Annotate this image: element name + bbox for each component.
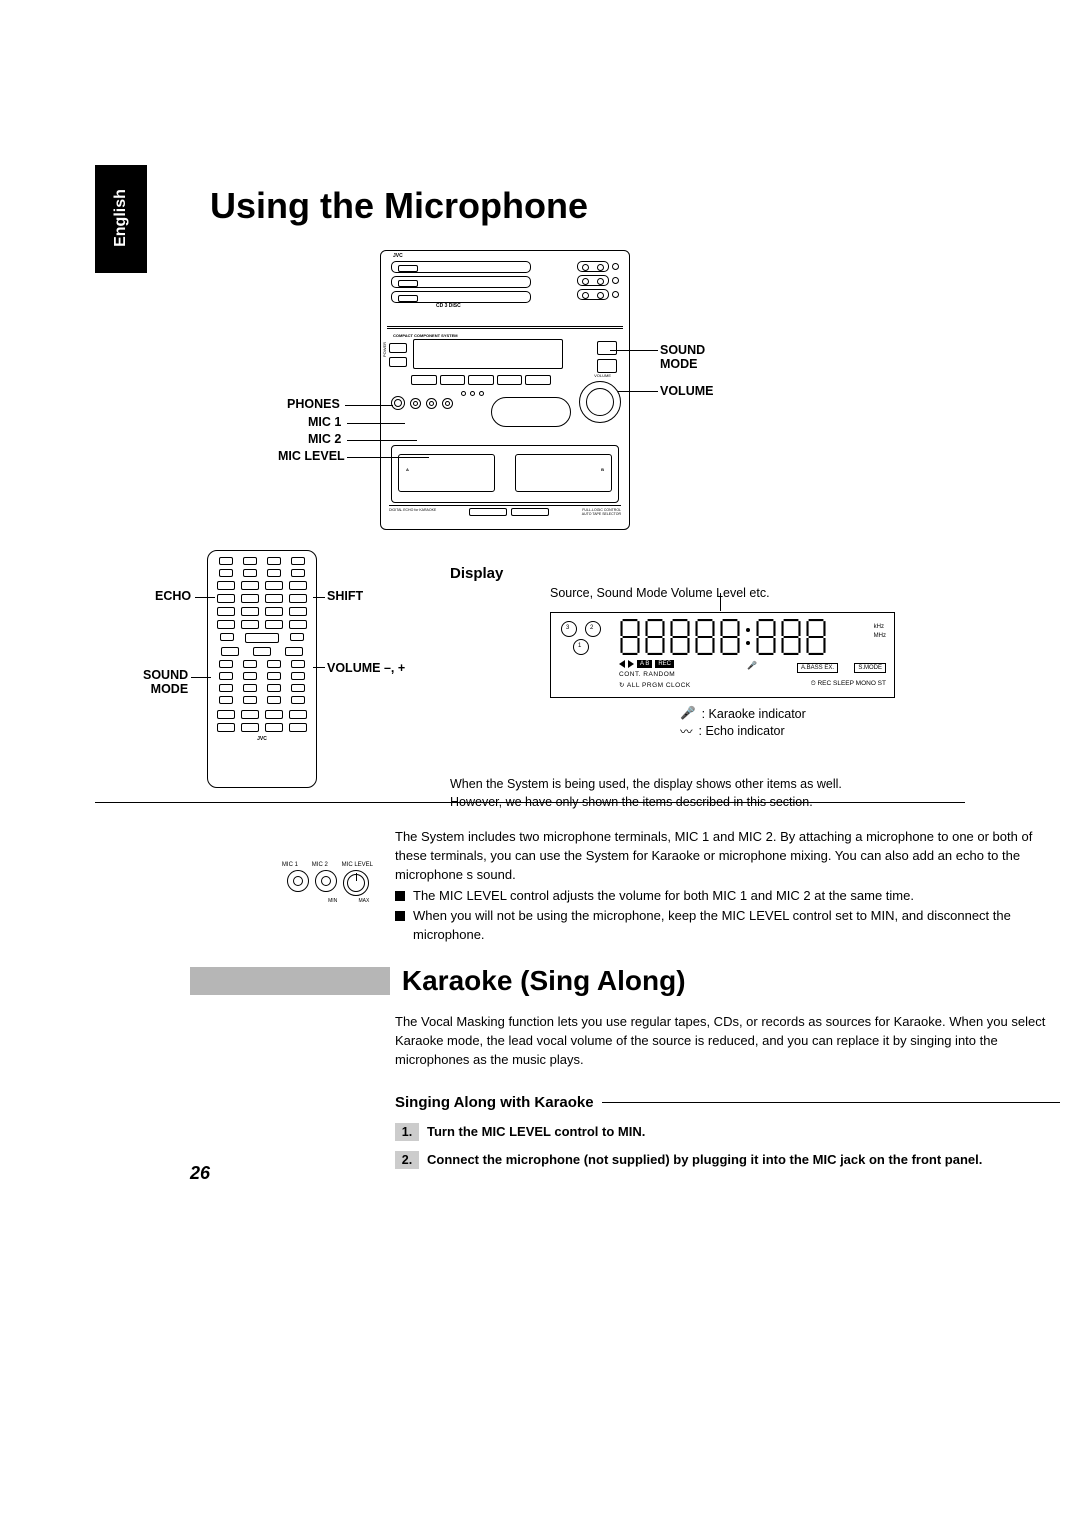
step-1-text: Turn the MIC LEVEL control to MIN. — [427, 1123, 645, 1141]
step-1-number: 1. — [395, 1123, 419, 1141]
rec-sleep-label: REC SLEEP MONO ST — [817, 680, 886, 687]
page-number: 26 — [190, 1163, 210, 1184]
karaoke-indicator-label: : Karaoke indicator — [702, 707, 806, 721]
display-section: Display Source, Sound Mode Volume Level … — [450, 565, 985, 811]
vol-text: VOLUME — [594, 373, 611, 378]
max-label: MAX — [358, 898, 369, 904]
display-heading: Display — [450, 565, 985, 582]
cd-label: CD 3 DISC — [436, 303, 461, 309]
language-tab: English — [95, 165, 147, 273]
miclevel-label: MIC LEVEL — [342, 862, 373, 868]
smode-label: S.MODE — [854, 663, 886, 673]
callout-volume: VOLUME — [660, 384, 713, 398]
intro-paragraph: The System includes two microphone termi… — [395, 828, 1060, 885]
karaoke-icon: 🎤 — [747, 661, 757, 670]
mic2-label: MIC 2 — [312, 862, 328, 868]
min-label: MIN — [328, 898, 337, 904]
echo-icon: 〰 — [680, 721, 693, 740]
callout-sound-mode: SOUND MODE — [660, 343, 720, 371]
callout-remote-volume: VOLUME –, + — [327, 661, 405, 675]
remote-brand: JVC — [214, 736, 310, 742]
display-panel: 3 2 1 kHz MHz A B REC 🎤 — [550, 612, 895, 698]
echo-indicator-label: : Echo indicator — [699, 724, 785, 738]
mic-icon: 🎤 — [680, 706, 696, 721]
section-bar — [190, 967, 390, 995]
callout-remote-sound-mode: SOUND MODE — [143, 668, 188, 696]
power-label: POWER — [382, 342, 387, 357]
remote-diagram: JVC — [207, 550, 317, 788]
digital-echo-label: DIGITAL ECHO for KARAOKE — [389, 508, 436, 523]
compact-label: COMPACT COMPONENT SYSTEM — [393, 333, 458, 338]
step-2-text: Connect the microphone (not supplied) by… — [427, 1151, 982, 1169]
step-2-number: 2. — [395, 1151, 419, 1169]
prgm-clock-label: ALL PRGM CLOCK — [627, 682, 691, 689]
hz-labels: kHz MHz — [874, 623, 886, 641]
brand-label: JVC — [393, 253, 403, 259]
deck-b-label: B — [601, 467, 604, 472]
callout-phones: PHONES — [287, 397, 340, 411]
cont-random-label: CONT. RANDOM — [619, 671, 675, 678]
callout-mic2: MIC 2 — [308, 432, 341, 446]
karaoke-heading: Karaoke (Sing Along) — [402, 965, 686, 997]
ab-indicator: A B — [637, 660, 652, 668]
mic-jacks-figure: MIC 1 MIC 2 MIC LEVEL MIN MAX — [275, 862, 380, 904]
subsection-heading: Singing Along with Karaoke — [395, 1092, 594, 1114]
callout-mic-level: MIC LEVEL — [278, 449, 345, 463]
mic1-label: MIC 1 — [282, 862, 298, 868]
display-note-1: When the System is being used, the displ… — [450, 776, 985, 794]
callout-mic1: MIC 1 — [308, 415, 341, 429]
rec-indicator: REC — [655, 660, 674, 668]
stereo-diagram: CD 3 DISC JVC COMPACT COMPONENT SYSTEM P… — [360, 250, 720, 530]
callout-echo: ECHO — [155, 589, 191, 603]
separator-line — [95, 802, 965, 803]
callout-shift: SHIFT — [327, 589, 363, 603]
intro-bullet-2: When you will not be using the microphon… — [413, 907, 1060, 945]
page-title: Using the Microphone — [210, 185, 588, 227]
intro-bullet-1: The MIC LEVEL control adjusts the volume… — [413, 887, 914, 906]
karaoke-paragraph: The Vocal Masking function lets you use … — [395, 1013, 1060, 1070]
abass-label: A.BASS EX. — [797, 663, 838, 673]
deck-a-label: A — [406, 467, 409, 472]
language-label: English — [112, 180, 130, 256]
display-subtitle: Source, Sound Mode Volume Level etc. — [550, 586, 985, 600]
full-logic-label: FULL-LOGIC CONTROL AUTO TAPE SELECTOR — [582, 508, 621, 523]
